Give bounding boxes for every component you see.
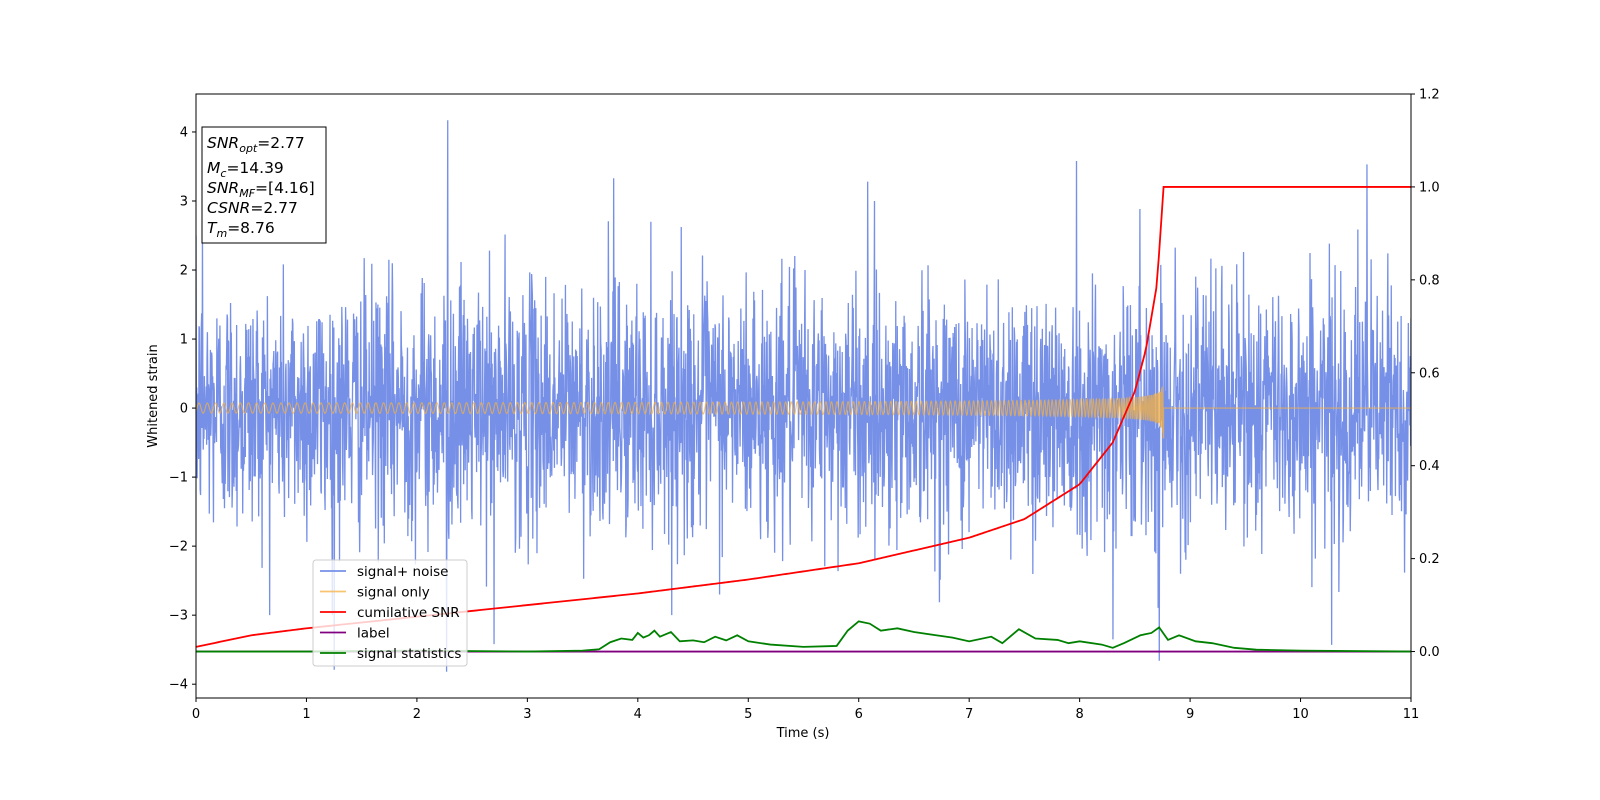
x-tick-label: 9: [1186, 707, 1194, 722]
y-left-tick-label: 2: [180, 264, 188, 279]
series-signal-only-line: [196, 386, 1411, 439]
y-left-tick-label: −4: [169, 678, 188, 693]
legend-item-signal-only: signal only: [320, 585, 430, 601]
info-box-line: Mc=14.39: [207, 159, 284, 180]
y-left-tick-label: 0: [180, 402, 188, 417]
y-left-tick-label: 3: [180, 194, 188, 209]
y-left-tick-label: −2: [169, 540, 188, 555]
x-tick-label: 3: [523, 707, 531, 722]
series-signal-noise-line: [196, 120, 1411, 672]
y-axis-title-left: Whitened strain: [146, 344, 161, 447]
x-tick-label: 11: [1403, 707, 1420, 722]
x-tick-label: 0: [192, 707, 200, 722]
legend-label: signal only: [357, 585, 430, 601]
y-right-tick-label: 0.4: [1419, 459, 1440, 474]
x-tick-label: 10: [1292, 707, 1309, 722]
legend-label: cumilative SNR: [357, 605, 460, 621]
y-left-tick-label: −1: [169, 471, 188, 486]
legend-label: signal+ noise: [357, 564, 448, 580]
legend-item-label: label: [320, 626, 390, 642]
x-axis-title: Time (s): [776, 726, 830, 741]
x-tick-label: 6: [855, 707, 863, 722]
series-signal-statistics-line: [196, 620, 1411, 653]
y-left-tick-label: 1: [180, 333, 188, 348]
y-left-tick-label: −3: [169, 609, 188, 624]
y-right-tick-label: 0.8: [1419, 273, 1440, 288]
axis-ticks: 0 1 2 3 4 5 6 7 8 9 10 1143210−1−2−3−41.21.00.80.60…: [169, 88, 1440, 723]
y-right-tick-label: 0.0: [1419, 645, 1440, 660]
legend-item-signal-statistics: signal statistics: [320, 646, 461, 662]
axes-frame: [195, 93, 1412, 699]
y-right-tick-label: 1.0: [1419, 180, 1440, 195]
info-box: SNRopt=2.77 Mc=14.39SNRMF=[4.16]CSNR=2.77…: [201, 126, 327, 244]
info-box-line: SNRopt=2.77: [207, 134, 305, 155]
y-right-tick-label: 0.2: [1419, 552, 1440, 567]
info-box-line: CSNR=2.77: [207, 199, 298, 217]
legend-label: signal statistics: [357, 646, 461, 662]
info-box-border: [201, 126, 327, 244]
info-box-line: Tm=8.76: [207, 219, 275, 240]
x-tick-label: 5: [744, 707, 752, 722]
x-tick-label: 1: [302, 707, 310, 722]
legend-item-cumulative-snr: cumilative SNR: [320, 605, 460, 621]
legend-frame: [312, 559, 468, 667]
legend-item-signal-noise: signal+ noise: [320, 564, 448, 580]
legend: signal+ noise signal only cumilative SNR la…: [312, 559, 468, 667]
y-left-tick-label: 4: [180, 125, 188, 140]
info-box-line: SNRMF=[4.16]: [207, 179, 315, 200]
x-tick-label: 2: [413, 707, 421, 722]
legend-label: label: [357, 626, 390, 642]
y-right-tick-label: 0.6: [1419, 366, 1440, 381]
x-tick-label: 7: [965, 707, 973, 722]
x-tick-label: 8: [1075, 707, 1083, 722]
x-tick-label: 4: [634, 707, 642, 722]
y-right-tick-label: 1.2: [1419, 88, 1440, 103]
